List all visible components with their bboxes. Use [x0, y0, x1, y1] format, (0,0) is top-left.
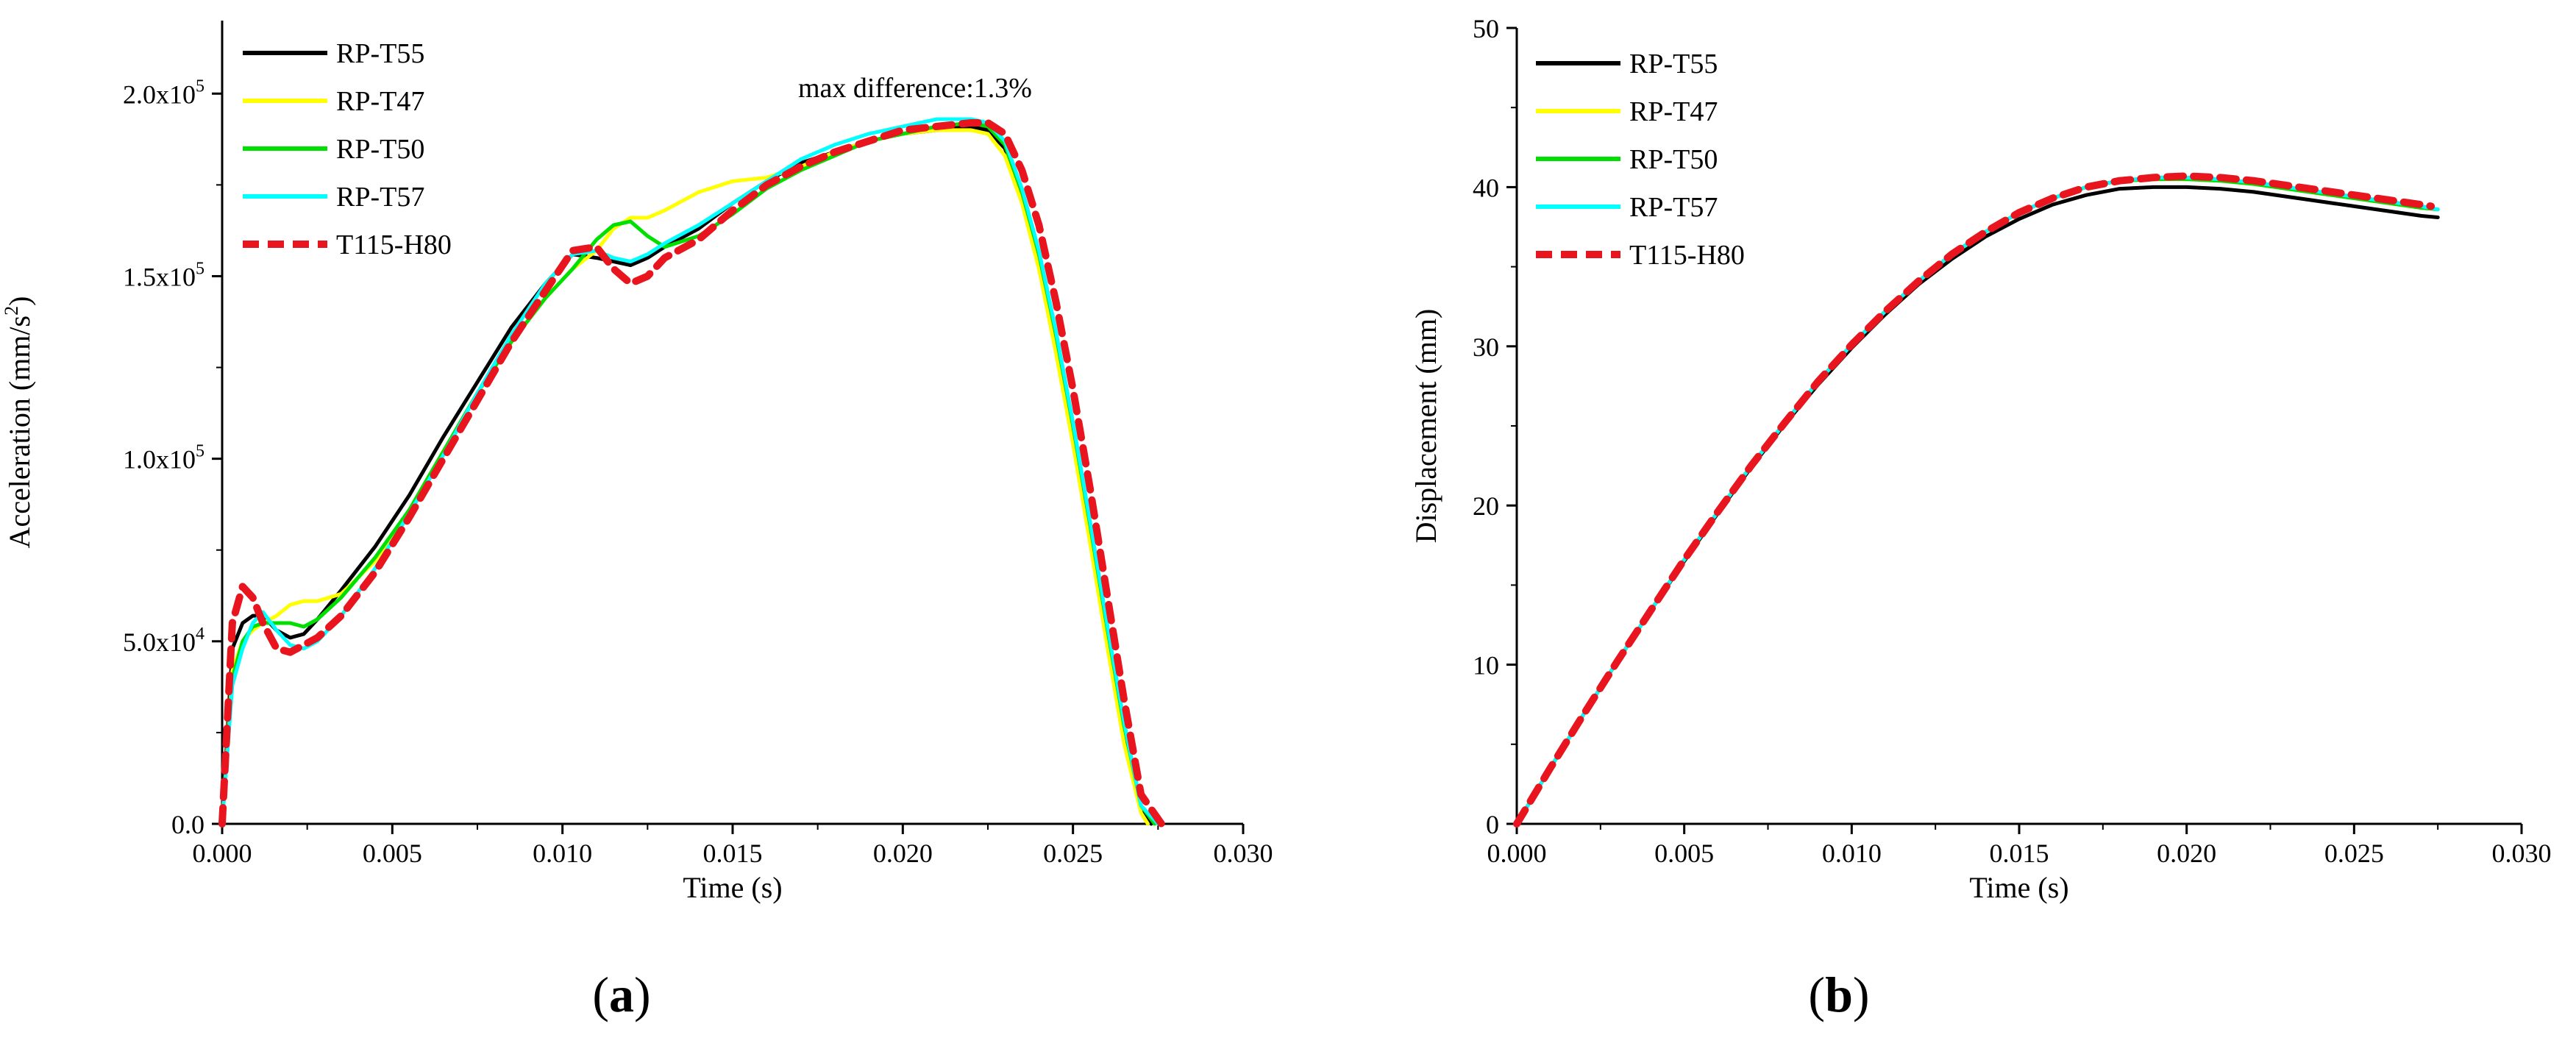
y-tick-label: 0 [1486, 810, 1499, 839]
legend-label: RP-T55 [336, 38, 424, 69]
y-tick-label: 30 [1473, 332, 1499, 362]
chart-panel-a: 0.000 0.005 0.010 0.015 0.020 0.025 0.030 0.0 5.… [1, 21, 1273, 1022]
series-line-rp-t55 [1515, 185, 2440, 826]
x-tick-label: 0.030 [1214, 839, 1273, 868]
x-tick-label: 0.015 [1990, 839, 2049, 868]
y-axis-title-text: Acceleration (mm/s [3, 316, 36, 549]
x-tick-label: 0.030 [2492, 839, 2552, 868]
series-line-rp-t47 [1515, 177, 2440, 826]
legend-label: RP-T57 [336, 182, 424, 213]
x-tick-label: 0.000 [193, 839, 252, 868]
series-line-rp-t50 [220, 121, 1157, 826]
y-tick-label-exponent: 4 [196, 625, 204, 644]
panel-label-close: ) [1853, 967, 1870, 1022]
legend-label: T115-H80 [1629, 240, 1745, 271]
series-line-rp-t47 [220, 128, 1150, 826]
y-axis-title-exponent: 2 [1, 306, 22, 316]
series-line-rp-t57 [220, 117, 1160, 826]
y-tick-label-exponent: 5 [196, 442, 204, 461]
panel-label-letter: b [1825, 967, 1853, 1022]
series-line-t115-h80 [218, 119, 1165, 828]
y-tick-label-base: 2.0x10 [123, 79, 196, 109]
x-tick-label: 0.025 [2324, 839, 2384, 868]
panel-label-open: ( [592, 967, 609, 1022]
y-tick-label: 2.0x105 [123, 77, 204, 109]
y-tick-label: 40 [1473, 173, 1499, 202]
y-axis-title: Displacement (mm) [1409, 309, 1442, 544]
y-tick-label: 10 [1473, 651, 1499, 680]
legend-label: RP-T57 [1629, 192, 1718, 223]
panel-label-open: ( [1808, 967, 1825, 1022]
series-line-rp-t50 [1515, 177, 2440, 826]
x-tick-label: 0.015 [703, 839, 763, 868]
y-tick-label-base: 5.0x10 [123, 627, 196, 657]
y-axis-title-text: Displacement (mm) [1409, 309, 1442, 544]
y-tick-label-base: 1.0x10 [123, 445, 196, 474]
y-axis-title-suffix: ) [3, 296, 36, 306]
x-tick-label: 0.010 [533, 839, 592, 868]
panel-label-close: ) [634, 967, 651, 1022]
y-tick-label: 20 [1473, 491, 1499, 521]
chart-panel-b: 0.000 0.005 0.010 0.015 0.020 0.025 0.030 0 10 20… [1409, 14, 2552, 1022]
y-tick-label: 1.0x105 [123, 442, 204, 474]
y-tick-label: 5.0x104 [123, 625, 204, 657]
x-axis-title: Time (s) [683, 871, 782, 904]
y-tick-label-exponent: 5 [196, 259, 204, 278]
series-line-rp-t57 [1515, 175, 2440, 826]
legend-label: RP-T47 [336, 86, 424, 117]
x-axis-title: Time (s) [1969, 871, 2068, 904]
legend-label: T115-H80 [336, 230, 452, 260]
x-tick-label: 0.025 [1043, 839, 1103, 868]
legend-label: RP-T50 [336, 134, 424, 165]
legend-label: RP-T50 [1629, 144, 1718, 175]
y-tick-label-exponent: 5 [196, 77, 204, 96]
x-tick-label: 0.005 [1654, 839, 1714, 868]
x-tick-label: 0.005 [363, 839, 422, 868]
legend-label: RP-T47 [1629, 96, 1718, 127]
y-tick-label: 1.5x105 [123, 259, 204, 291]
x-tick-label: 0.020 [873, 839, 933, 868]
x-tick-label: 0.010 [1822, 839, 1882, 868]
annotation-text: max difference:1.3% [798, 73, 1032, 104]
y-tick-label: 0.0 [171, 810, 204, 839]
x-tick-label: 0.000 [1487, 839, 1547, 868]
x-tick-label: 0.020 [2157, 839, 2216, 868]
panel-label: (b) [1808, 967, 1869, 1022]
legend-label: RP-T55 [1629, 49, 1718, 79]
y-tick-label-base: 1.5x10 [123, 262, 196, 291]
y-axis-title: Acceleration (mm/s2) [1, 296, 36, 549]
y-tick-label-base: 0.0 [171, 810, 204, 839]
panel-label-letter: a [609, 967, 634, 1022]
panel-label: (a) [592, 967, 650, 1022]
series-line-t115-h80 [1513, 172, 2436, 828]
y-tick-label: 50 [1473, 14, 1499, 43]
